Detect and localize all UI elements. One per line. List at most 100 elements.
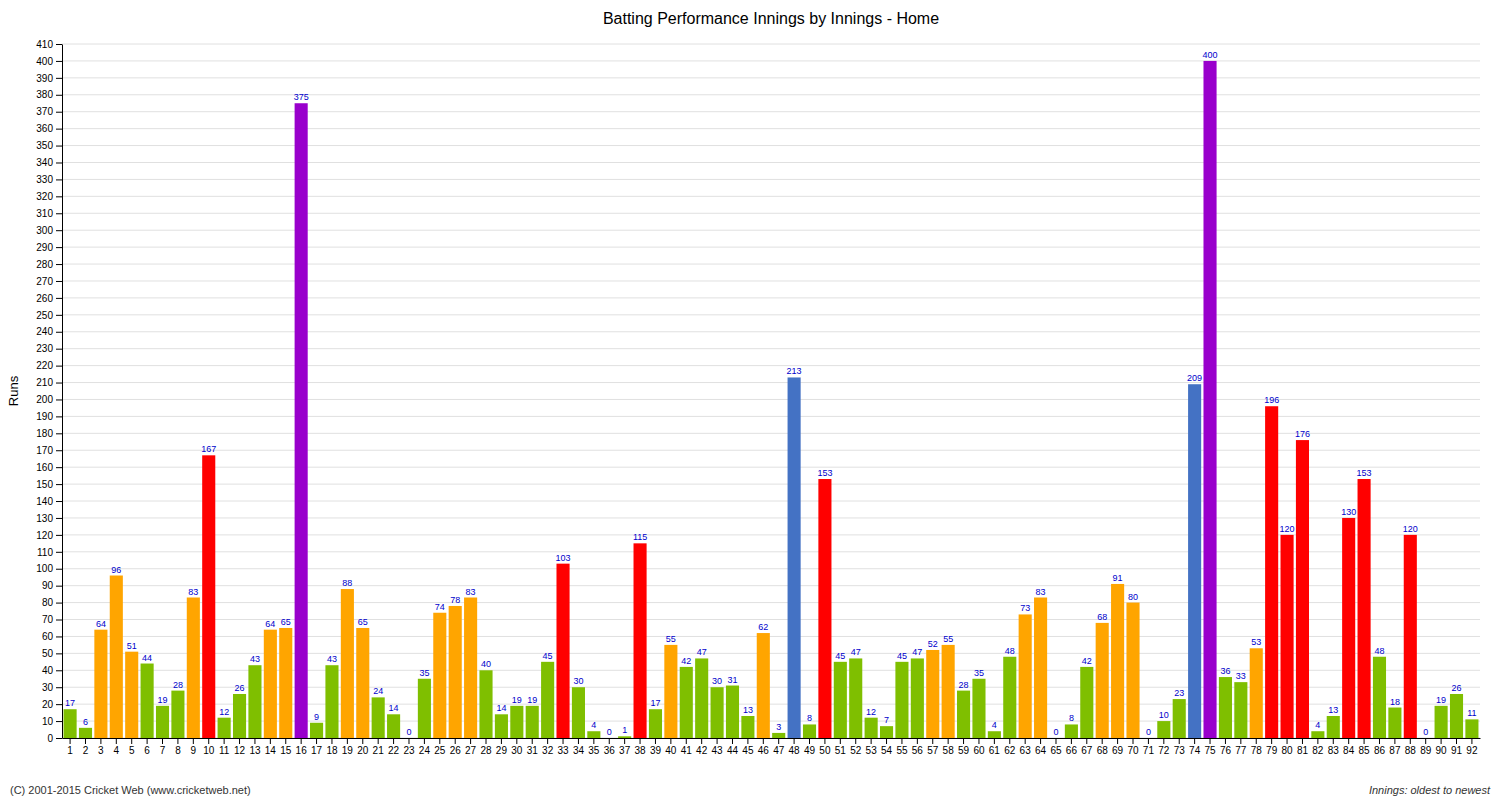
x-tick-mark <box>1471 738 1472 744</box>
data-label: 83 <box>466 587 476 597</box>
x-tick-label: 51 <box>835 745 847 756</box>
x-tick-label: 57 <box>927 745 939 756</box>
y-tick-mark <box>56 450 62 451</box>
x-tick-label: 32 <box>542 745 554 756</box>
bar <box>649 709 662 738</box>
bar <box>587 731 600 738</box>
x-tick-mark <box>254 738 255 744</box>
x-tick-label: 7 <box>160 745 166 756</box>
bar <box>664 645 677 738</box>
y-tick: 160 <box>36 462 62 473</box>
x-axis: 1234567891011121314151617181920212223242… <box>63 738 1481 756</box>
x-tick: 31 <box>527 738 539 756</box>
x-tick: 34 <box>573 738 585 756</box>
bar <box>926 650 939 738</box>
data-label: 35 <box>974 668 984 678</box>
grid-line <box>62 162 1480 163</box>
y-tick: 40 <box>42 665 62 676</box>
x-tick-label: 82 <box>1312 745 1324 756</box>
bar <box>772 733 785 738</box>
x-tick-label: 21 <box>373 745 385 756</box>
x-tick: 47 <box>773 738 785 756</box>
x-tick-mark <box>1317 738 1318 744</box>
data-label: 47 <box>697 647 707 657</box>
x-tick-label: 75 <box>1204 745 1216 756</box>
x-tick: 92 <box>1466 738 1478 756</box>
x-tick-label: 29 <box>496 745 508 756</box>
data-label: 9 <box>314 712 319 722</box>
x-tick-mark <box>85 738 86 744</box>
bar <box>1049 738 1062 739</box>
bar <box>1265 406 1278 738</box>
data-label: 19 <box>512 695 522 705</box>
bar <box>788 377 801 738</box>
y-tick-label: 250 <box>36 310 53 321</box>
data-label: 3 <box>776 722 781 732</box>
y-tick: 120 <box>36 530 62 541</box>
data-label: 28 <box>173 680 183 690</box>
x-tick-mark <box>301 738 302 744</box>
y-tick: 410 <box>36 39 62 50</box>
x-tick-mark <box>701 738 702 744</box>
x-tick-mark <box>331 738 332 744</box>
bar <box>1203 61 1216 738</box>
x-tick-mark <box>208 738 209 744</box>
x-tick: 89 <box>1420 738 1432 756</box>
data-label: 196 <box>1264 395 1279 405</box>
data-label: 42 <box>681 656 691 666</box>
data-label: 68 <box>1097 612 1107 622</box>
x-tick-mark <box>655 738 656 744</box>
x-tick-mark <box>840 738 841 744</box>
x-tick-mark <box>70 738 71 744</box>
x-tick-mark <box>901 738 902 744</box>
data-label: 13 <box>1328 705 1338 715</box>
y-tick-mark <box>56 586 62 587</box>
x-tick-mark <box>547 738 548 744</box>
grid-line <box>62 247 1480 248</box>
y-tick: 10 <box>42 716 62 727</box>
x-tick-label: 14 <box>265 745 277 756</box>
data-label: 209 <box>1187 373 1202 383</box>
y-tick-mark <box>56 704 62 705</box>
x-tick-mark <box>1256 738 1257 744</box>
x-tick-mark <box>393 738 394 744</box>
x-tick-label: 39 <box>650 745 662 756</box>
y-tick-label: 80 <box>42 597 54 608</box>
y-tick: 50 <box>42 648 62 659</box>
y-tick-label: 380 <box>36 89 53 100</box>
y-tick-mark <box>56 399 62 400</box>
x-tick-mark <box>162 738 163 744</box>
x-tick: 40 <box>665 738 677 756</box>
data-label: 33 <box>1236 671 1246 681</box>
x-tick-mark <box>778 738 779 744</box>
data-label: 23 <box>1174 688 1184 698</box>
x-tick: 24 <box>419 738 431 756</box>
x-tick-label: 23 <box>403 745 415 756</box>
grid-line <box>62 60 1480 61</box>
y-tick-mark <box>56 552 62 553</box>
x-tick-mark <box>871 738 872 744</box>
y-tick-label: 70 <box>42 614 54 625</box>
bar <box>233 694 246 738</box>
bar <box>895 662 908 738</box>
x-tick-mark <box>224 738 225 744</box>
x-tick-label: 45 <box>742 745 754 756</box>
x-tick-label: 66 <box>1066 745 1078 756</box>
x-tick-label: 80 <box>1281 745 1293 756</box>
title: Batting Performance Innings by Innings -… <box>603 10 939 27</box>
x-tick-mark <box>978 738 979 744</box>
x-tick: 61 <box>989 738 1001 756</box>
y-tick: 220 <box>36 360 62 371</box>
bar <box>387 714 400 738</box>
data-label: 83 <box>188 587 198 597</box>
data-label: 45 <box>543 651 553 661</box>
grid-line <box>62 94 1480 95</box>
x-tick-label: 69 <box>1112 745 1124 756</box>
x-tick-label: 65 <box>1050 745 1062 756</box>
x-tick-mark <box>1009 738 1010 744</box>
x-tick-label: 6 <box>144 745 150 756</box>
data-label: 26 <box>235 683 245 693</box>
x-tick: 51 <box>835 738 847 756</box>
y-tick: 320 <box>36 191 62 202</box>
x-tick-mark <box>501 738 502 744</box>
